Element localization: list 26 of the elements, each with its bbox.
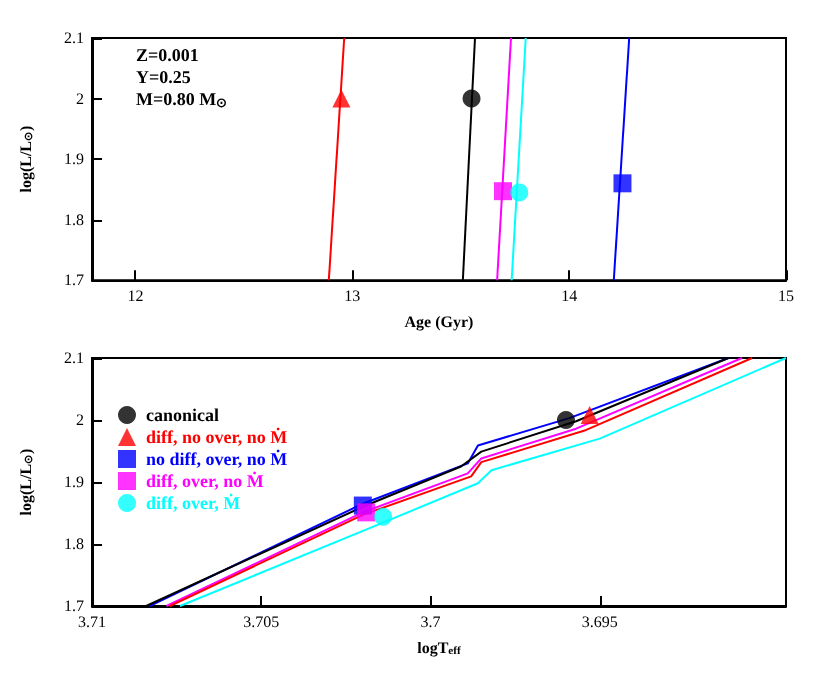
y-tick-label: 1.8 xyxy=(64,535,84,553)
y-tick-label: 1.7 xyxy=(64,271,84,290)
y-tick-label: 2.1 xyxy=(64,29,84,47)
y-tick-label: 2.1 xyxy=(64,349,84,367)
legend-label: diff, over, no Ṁ xyxy=(146,471,265,491)
x-tick-label: 14 xyxy=(561,287,578,306)
legend-label: canonical xyxy=(146,405,220,425)
legend-label: diff, over, Ṁ xyxy=(146,493,242,513)
x-tick-label: 3.695 xyxy=(581,613,618,631)
legend-label: no diff, over, no Ṁ xyxy=(146,449,289,469)
y-tick-label: 1.9 xyxy=(64,473,84,491)
y-tick-label: 1.9 xyxy=(64,150,84,169)
y-tick-label: 1.8 xyxy=(64,210,84,229)
x-tick-label: 3.71 xyxy=(78,613,106,631)
x-axis-title: Age (Gyr) xyxy=(404,313,475,331)
x-tick-label: 12 xyxy=(127,287,144,306)
x-tick-label: 13 xyxy=(344,287,361,306)
annotation: Z=0.001 xyxy=(136,45,200,65)
legend-label: diff, no over, no Ṁ xyxy=(146,427,289,447)
y-tick-label: 2 xyxy=(76,89,84,108)
x-tick-label: 15 xyxy=(778,287,794,306)
y-tick-label: 1.7 xyxy=(64,597,84,615)
x-tick-label: 3.705 xyxy=(243,613,280,631)
annotation: Y=0.25 xyxy=(136,67,192,87)
x-tick-label: 3.7 xyxy=(420,613,441,631)
y-tick-label: 2 xyxy=(76,411,84,429)
